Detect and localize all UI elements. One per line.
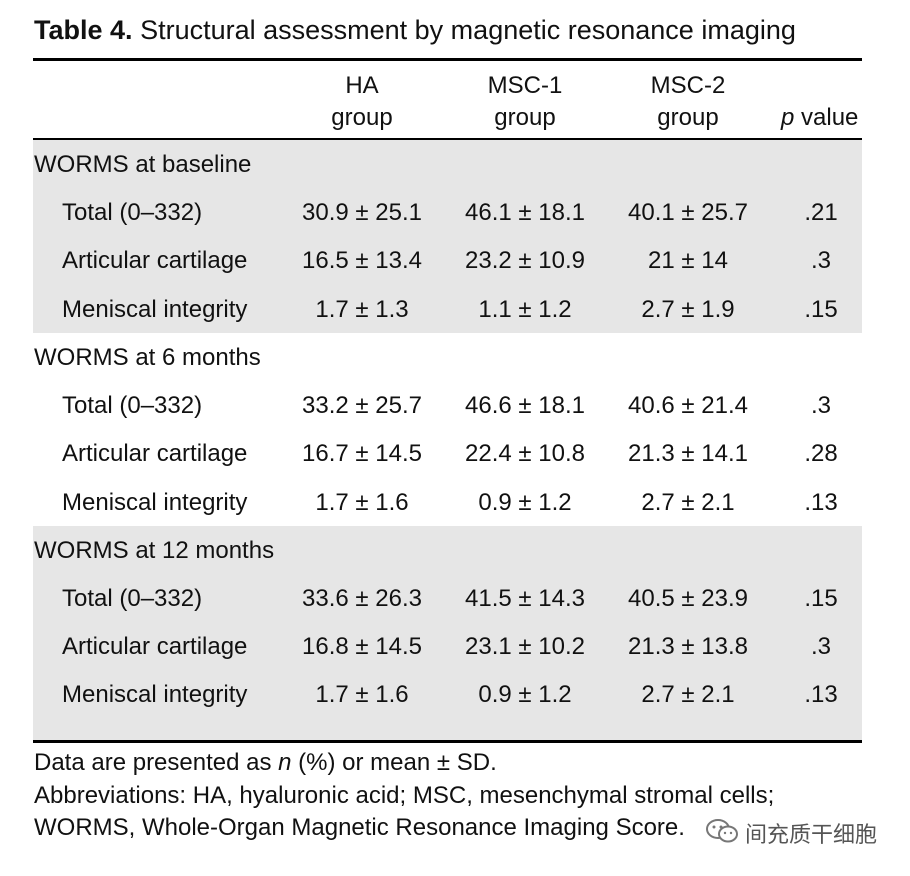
cell-ha: 1.7 ± 1.3 [315, 296, 409, 323]
cell-msc1: 1.1 ± 1.2 [478, 296, 572, 323]
header-ha-line1: HA [345, 72, 379, 99]
footnote-data-presentation: Data are presented as n (%) or mean ± SD… [34, 749, 497, 777]
cell-msc2: 21 ± 14 [648, 247, 728, 274]
section-title-12-months: WORMS at 12 months [34, 537, 275, 564]
table-caption-text: Structural assessment by magnetic resona… [140, 15, 796, 45]
cell-msc2: 40.1 ± 25.7 [628, 199, 748, 226]
cell-msc1: 46.6 ± 18.1 [465, 392, 585, 419]
footnote-line1-post: (%) or mean ± SD. [291, 749, 497, 776]
cell-p: .3 [810, 247, 831, 274]
section-title-baseline: WORMS at baseline [34, 151, 252, 178]
footnote-abbreviations: Abbreviations: HA, hyaluronic acid; MSC,… [34, 782, 775, 809]
cell-p: .28 [804, 440, 838, 467]
top-rule [33, 58, 862, 61]
header-p-italic: p [781, 104, 795, 131]
cell-msc2: 40.5 ± 23.9 [628, 585, 748, 612]
section-12-months-shade [33, 526, 862, 740]
cell-msc1: 23.1 ± 10.2 [465, 633, 585, 660]
header-msc1-line2: group [494, 104, 556, 131]
row-label: Meniscal integrity [62, 681, 248, 708]
cell-ha: 1.7 ± 1.6 [315, 681, 409, 708]
cell-msc1: 23.2 ± 10.9 [465, 247, 585, 274]
cell-msc2: 21.3 ± 13.8 [628, 633, 748, 660]
cell-p: .3 [810, 392, 831, 419]
header-p-value: p value [781, 104, 858, 132]
row-label: Total (0–332) [62, 585, 203, 612]
cell-ha: 33.6 ± 26.3 [302, 585, 422, 612]
cell-p: .15 [804, 585, 838, 612]
cell-p: .13 [804, 681, 838, 708]
cell-ha: 33.2 ± 25.7 [302, 392, 422, 419]
cell-msc2: 2.7 ± 2.1 [641, 681, 735, 708]
row-label: Meniscal integrity [62, 489, 248, 516]
table-caption-label: Table 4. [34, 15, 133, 45]
header-msc2-line2: group [657, 104, 719, 131]
header-msc2-line1: MSC-2 [650, 72, 726, 99]
cell-p: .3 [810, 633, 831, 660]
footnote-line1-pre: Data are presented as [34, 749, 279, 776]
cell-msc1: 0.9 ± 1.2 [478, 681, 572, 708]
row-label: Total (0–332) [62, 199, 203, 226]
table-caption: Table 4. Structural assessment by magnet… [34, 14, 796, 46]
cell-msc2: 21.3 ± 14.1 [628, 440, 748, 467]
row-label: Meniscal integrity [62, 296, 248, 323]
footnote-line1-italic: n [278, 749, 292, 776]
bottom-rule [33, 740, 862, 743]
section-baseline-shade [33, 140, 862, 333]
row-label: Articular cartilage [62, 247, 248, 274]
cell-p: .13 [804, 489, 838, 516]
row-label: Articular cartilage [62, 633, 248, 660]
row-label: Total (0–332) [62, 392, 203, 419]
section-title-6-months: WORMS at 6 months [34, 344, 261, 371]
header-p-rest: value [794, 104, 859, 131]
cell-msc1: 41.5 ± 14.3 [465, 585, 585, 612]
watermark-text: 间充质干细胞 [745, 821, 878, 847]
cell-msc1: 46.1 ± 18.1 [465, 199, 585, 226]
cell-p: .21 [804, 199, 838, 226]
cell-msc2: 2.7 ± 2.1 [641, 489, 735, 516]
cell-ha: 16.5 ± 13.4 [302, 247, 422, 274]
cell-ha: 30.9 ± 25.1 [302, 199, 422, 226]
wechat-icon [705, 818, 739, 851]
cell-p: .15 [804, 296, 838, 323]
cell-ha: 16.7 ± 14.5 [302, 440, 422, 467]
footnote-worms: WORMS, Whole-Organ Magnetic Resonance Im… [34, 814, 685, 841]
watermark: 间充质干细胞 [705, 818, 877, 851]
cell-ha: 1.7 ± 1.6 [315, 489, 409, 516]
header-rule [33, 138, 862, 140]
cell-msc1: 0.9 ± 1.2 [478, 489, 572, 516]
cell-msc2: 2.7 ± 1.9 [641, 296, 735, 323]
header-ha-line2: group [331, 104, 393, 131]
cell-ha: 16.8 ± 14.5 [302, 633, 422, 660]
header-msc1-line1: MSC-1 [487, 72, 563, 99]
cell-msc2: 40.6 ± 21.4 [628, 392, 748, 419]
row-label: Articular cartilage [62, 440, 248, 467]
cell-msc1: 22.4 ± 10.8 [465, 440, 585, 467]
